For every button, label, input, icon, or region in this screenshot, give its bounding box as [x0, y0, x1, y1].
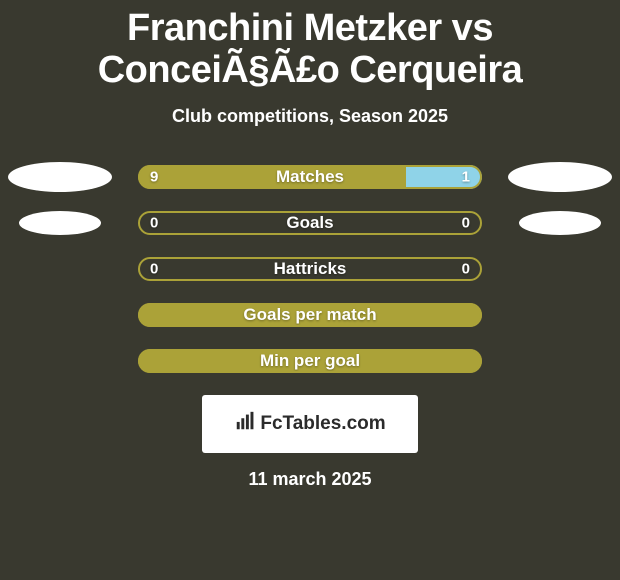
- bar-track: Min per goal: [138, 349, 482, 373]
- bar-left-fill: [138, 165, 406, 189]
- stat-value-right: 1: [462, 168, 470, 185]
- bar-track: 0 0 Goals: [138, 211, 482, 235]
- stat-value-left: 9: [150, 168, 158, 185]
- stat-row: Goals per match: [0, 303, 620, 327]
- stat-row: Min per goal: [0, 349, 620, 373]
- page-title: Franchini Metzker vs ConceiÃ§Ã£o Cerquei…: [0, 0, 620, 92]
- player-avatar-right: [508, 162, 612, 192]
- stat-value-right: 0: [462, 260, 470, 277]
- bar-right-fill: [406, 165, 482, 189]
- bar-track: Goals per match: [138, 303, 482, 327]
- stat-label: Min per goal: [260, 351, 360, 371]
- comparison-infographic: Franchini Metzker vs ConceiÃ§Ã£o Cerquei…: [0, 0, 620, 580]
- footer-date: 11 march 2025: [0, 469, 620, 490]
- stat-label: Hattricks: [274, 259, 347, 279]
- stat-label: Goals per match: [243, 305, 376, 325]
- bar-track: 0 0 Hattricks: [138, 257, 482, 281]
- stat-value-left: 0: [150, 214, 158, 231]
- source-brand-text: FcTables.com: [260, 413, 385, 435]
- source-badge: FcTables.com: [202, 395, 418, 453]
- stat-label: Matches: [276, 167, 344, 187]
- stat-row: 9 1 Matches: [0, 165, 620, 189]
- bar-chart-icon: [234, 410, 256, 437]
- player-avatar-left: [19, 211, 101, 235]
- comparison-chart: 9 1 Matches 0 0 Goals 0 0 Hattricks Goals per mat…: [0, 165, 620, 373]
- player-avatar-right: [519, 211, 601, 235]
- stat-value-left: 0: [150, 260, 158, 277]
- stat-row: 0 0 Hattricks: [0, 257, 620, 281]
- stat-row: 0 0 Goals: [0, 211, 620, 235]
- player-avatar-left: [8, 162, 112, 192]
- page-subtitle: Club competitions, Season 2025: [0, 106, 620, 127]
- stat-label: Goals: [286, 213, 333, 233]
- bar-track: 9 1 Matches: [138, 165, 482, 189]
- stat-value-right: 0: [462, 214, 470, 231]
